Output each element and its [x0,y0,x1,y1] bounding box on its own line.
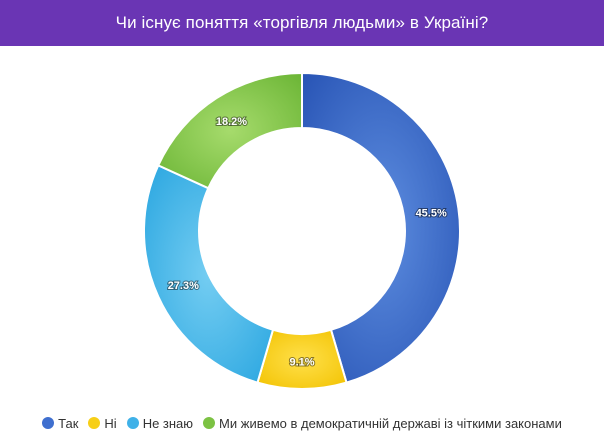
donut-slice-4[interactable] [156,71,303,190]
legend-item-2[interactable]: Ні [88,415,117,431]
legend-label: Ні [104,415,117,431]
slice-label-3: 27.3% [168,280,199,292]
donut-chart: 45.5% 9.1% 27.3% 18.2% [143,71,461,390]
chart-area: 45.5% 9.1% 27.3% 18.2% [0,46,604,406]
donut-slice-1[interactable] [301,71,461,384]
chart-title: Чи існує поняття «торгівля людьми» в Укр… [115,13,489,32]
slice-label-1: 45.5% [416,207,447,219]
legend-item-3[interactable]: Не знаю [126,415,194,431]
legend-label: Ми живемо в демократичній державі із чіт… [219,415,562,431]
legend-dot-icon [126,417,139,429]
legend-dot-icon [203,417,216,429]
legend-label: Не знаю [142,415,194,431]
slice-label-2: 9.1% [289,357,314,369]
donut-slice-3[interactable] [143,164,275,384]
legend-item-4[interactable]: Ми живемо в демократичній державі із чіт… [203,416,562,431]
legend-dot-icon [88,417,101,429]
chart-header: Чи існує поняття «торгівля людьми» в Укр… [0,0,604,46]
legend-item-1[interactable]: Так [42,416,78,431]
slice-label-4: 18.2% [216,116,247,128]
chart-legend: Так Ні Не знаю Ми живемо в демократичній де… [0,412,604,434]
legend-label: Так [58,415,79,431]
legend-dot-icon [42,417,55,429]
